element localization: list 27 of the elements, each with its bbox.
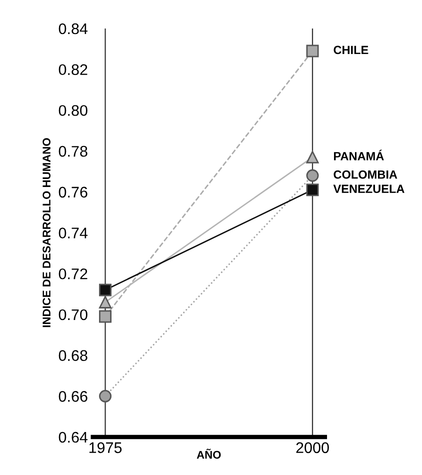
y-tick-label: 0.80 [58,105,88,116]
point [306,184,319,196]
x-axis-title: AÑO [196,448,221,459]
y-tick-label: 0.82 [58,64,88,76]
y-tick-label: 0.78 [58,146,88,157]
point [306,44,319,58]
point [306,150,319,164]
y-tick-label: 0.66 [58,391,88,402]
series-label: VENEZUELA [333,184,404,194]
point [306,169,319,182]
y-tick-label: 0.72 [58,268,88,280]
y-tick-label: 0.74 [58,228,88,238]
series-label: PANAMÁ [334,150,384,160]
point [99,310,112,323]
y-tick-label: 0.70 [58,309,88,320]
point [99,296,112,308]
series-label: COLOMBIA [334,170,398,179]
y-axis-title: INDICE DE DESARROLLO HUMANO [42,138,50,328]
y-tick-label: 0.68 [58,350,88,361]
point [99,284,112,296]
y-tick-label: 0.64 [58,432,88,443]
x-tick-label: 1975 [89,442,122,454]
series-label: CHILE [334,46,368,54]
y-tick-label: 0.76 [58,186,88,198]
point [99,390,112,402]
x-tick-label: 2000 [296,442,329,454]
y-tick-label: 0.84 [58,23,88,34]
